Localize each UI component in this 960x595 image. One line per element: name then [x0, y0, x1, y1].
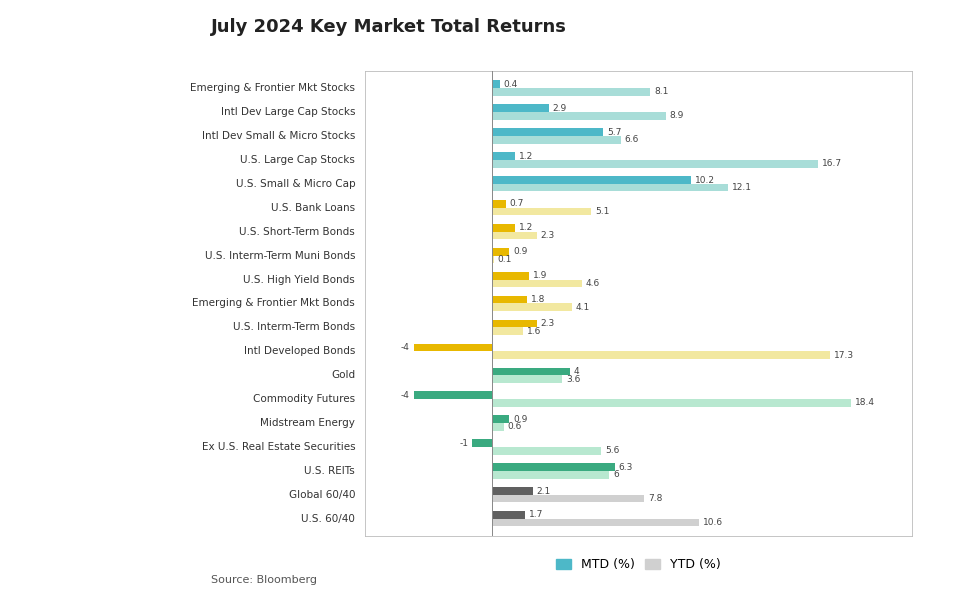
Bar	[492, 256, 493, 263]
Text: 0.1: 0.1	[497, 255, 512, 264]
Text: Intl Dev Large Cap Stocks: Intl Dev Large Cap Stocks	[221, 107, 355, 117]
Text: 1.8: 1.8	[531, 295, 545, 304]
Bar	[492, 224, 516, 231]
Text: Source: Bloomberg: Source: Bloomberg	[211, 575, 317, 585]
Text: 1.2: 1.2	[519, 152, 534, 161]
Text: 1.9: 1.9	[533, 271, 547, 280]
Text: U.S. Large Cap Stocks: U.S. Large Cap Stocks	[240, 155, 355, 165]
Text: 0.6: 0.6	[508, 422, 522, 431]
Text: 2.9: 2.9	[552, 104, 566, 112]
Text: 2.3: 2.3	[540, 231, 555, 240]
Text: U.S. REITs: U.S. REITs	[304, 466, 355, 476]
Text: Ex U.S. Real Estate Securities: Ex U.S. Real Estate Securities	[202, 442, 355, 452]
Text: 3.6: 3.6	[566, 374, 581, 384]
Bar	[492, 200, 506, 208]
Bar	[492, 519, 699, 527]
Text: 8.1: 8.1	[654, 87, 668, 96]
Bar	[492, 415, 510, 423]
Text: 2.1: 2.1	[537, 487, 551, 496]
Bar	[472, 439, 492, 447]
Text: 5.6: 5.6	[605, 446, 619, 455]
Bar	[492, 231, 537, 239]
Bar	[492, 176, 691, 184]
Text: Commodity Futures: Commodity Futures	[253, 394, 355, 404]
Text: 1.2: 1.2	[519, 223, 534, 233]
Bar	[492, 423, 504, 431]
Text: 10.2: 10.2	[695, 176, 715, 184]
Text: 0.9: 0.9	[514, 248, 528, 256]
Text: 5.1: 5.1	[595, 207, 610, 216]
Bar	[492, 104, 548, 112]
Bar	[492, 112, 666, 120]
Text: Emerging & Frontier Mkt Bonds: Emerging & Frontier Mkt Bonds	[192, 299, 355, 308]
Text: 4.6: 4.6	[586, 279, 600, 288]
Text: 10.6: 10.6	[703, 518, 723, 527]
Bar	[492, 303, 572, 311]
Bar	[492, 447, 601, 455]
Text: 0.7: 0.7	[510, 199, 524, 208]
Bar	[492, 399, 852, 407]
Text: U.S. Small & Micro Cap: U.S. Small & Micro Cap	[235, 179, 355, 189]
Bar	[492, 272, 529, 280]
Bar	[492, 471, 609, 478]
Bar	[492, 152, 516, 160]
Text: U.S. High Yield Bonds: U.S. High Yield Bonds	[244, 274, 355, 284]
Text: July 2024 Key Market Total Returns: July 2024 Key Market Total Returns	[211, 18, 567, 36]
Text: 0.9: 0.9	[514, 415, 528, 424]
Bar	[414, 392, 492, 399]
Bar	[492, 280, 582, 287]
Text: 6: 6	[613, 470, 619, 479]
Bar	[492, 487, 533, 495]
Text: -4: -4	[401, 391, 410, 400]
Text: 2.3: 2.3	[540, 319, 555, 328]
Text: 6.3: 6.3	[619, 462, 634, 472]
Bar	[492, 296, 527, 303]
Text: 4.1: 4.1	[576, 303, 590, 312]
Bar	[492, 368, 570, 375]
Text: 8.9: 8.9	[670, 111, 684, 120]
Bar	[492, 375, 563, 383]
Bar	[492, 129, 603, 136]
Bar	[414, 344, 492, 351]
Bar	[492, 160, 818, 168]
Text: U.S. Interm-Term Muni Bonds: U.S. Interm-Term Muni Bonds	[204, 250, 355, 261]
Bar	[492, 495, 644, 503]
Text: -4: -4	[401, 343, 410, 352]
Text: 17.3: 17.3	[834, 350, 854, 359]
Text: 4: 4	[574, 367, 580, 376]
Text: U.S. Interm-Term Bonds: U.S. Interm-Term Bonds	[233, 322, 355, 333]
Bar	[492, 184, 729, 192]
Text: 1.7: 1.7	[529, 511, 543, 519]
Text: 0.4: 0.4	[504, 80, 517, 89]
Bar	[492, 511, 525, 519]
Bar	[492, 464, 615, 471]
Bar	[492, 248, 510, 256]
Text: -1: -1	[460, 439, 468, 447]
Text: 1.6: 1.6	[527, 327, 541, 336]
Text: 12.1: 12.1	[732, 183, 753, 192]
Bar	[492, 88, 650, 96]
Text: 6.6: 6.6	[625, 135, 639, 145]
Text: Intl Developed Bonds: Intl Developed Bonds	[244, 346, 355, 356]
Bar	[492, 327, 523, 335]
Legend: MTD (%), YTD (%): MTD (%), YTD (%)	[556, 558, 721, 571]
Text: Emerging & Frontier Mkt Stocks: Emerging & Frontier Mkt Stocks	[190, 83, 355, 93]
Text: 5.7: 5.7	[607, 128, 621, 137]
Bar	[492, 351, 829, 359]
Text: 7.8: 7.8	[648, 494, 662, 503]
Text: 18.4: 18.4	[855, 399, 876, 408]
Text: Global 60/40: Global 60/40	[289, 490, 355, 500]
Text: U.S. Short-Term Bonds: U.S. Short-Term Bonds	[239, 227, 355, 237]
Bar	[492, 80, 499, 88]
Text: Midstream Energy: Midstream Energy	[260, 418, 355, 428]
Text: U.S. Bank Loans: U.S. Bank Loans	[271, 203, 355, 213]
Bar	[492, 320, 537, 327]
Bar	[492, 136, 621, 143]
Bar	[492, 208, 591, 215]
Text: Intl Dev Small & Micro Stocks: Intl Dev Small & Micro Stocks	[202, 131, 355, 141]
Text: 16.7: 16.7	[822, 159, 842, 168]
Text: U.S. 60/40: U.S. 60/40	[301, 513, 355, 524]
Text: Gold: Gold	[331, 370, 355, 380]
